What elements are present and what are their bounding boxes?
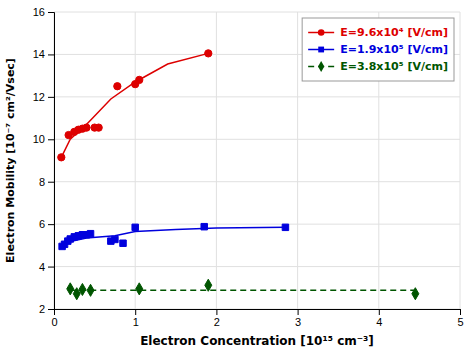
legend: E=9.6x10⁴ [V/cm] E=1.9x10⁵ [V/cm] E=3.8x10… xyxy=(302,18,454,81)
tick-label: 12 xyxy=(33,91,45,103)
grid-line-x xyxy=(135,12,136,309)
tick: 14 xyxy=(33,48,54,60)
tick-label: 0 xyxy=(51,316,57,328)
point xyxy=(58,154,65,161)
grid-line-y xyxy=(54,224,460,225)
tick-label: 2 xyxy=(214,316,220,328)
point xyxy=(201,223,207,229)
tick: 4 xyxy=(376,309,382,328)
tick-mark xyxy=(216,309,217,315)
tick-mark xyxy=(135,309,136,315)
tick-mark xyxy=(48,224,54,225)
tick: 1 xyxy=(133,309,139,328)
tick-mark xyxy=(48,54,54,55)
x-axis-title: Electron Concentration [10¹⁵ cm⁻³] xyxy=(140,334,374,348)
tick-mark xyxy=(48,12,54,13)
tick-label: 4 xyxy=(376,316,382,328)
tick-mark xyxy=(48,182,54,183)
legend-label: E=1.9x10⁵ [V/cm] xyxy=(340,43,448,56)
point xyxy=(95,124,102,131)
point xyxy=(412,288,419,300)
data-layer xyxy=(58,50,419,300)
tick: 10 xyxy=(33,133,54,145)
point xyxy=(87,284,94,296)
tick-label: 3 xyxy=(295,316,301,328)
point xyxy=(87,230,93,236)
legend-box xyxy=(302,18,454,81)
series xyxy=(58,50,212,161)
legend-label: E=3.8x10⁵ [V/cm] xyxy=(340,60,448,73)
tick-label: 4 xyxy=(39,261,45,273)
grid-line-y xyxy=(54,12,460,13)
point xyxy=(136,283,143,295)
tick: 6 xyxy=(39,218,54,230)
tick-label: 1 xyxy=(133,316,139,328)
point xyxy=(83,124,90,131)
grid-line-x xyxy=(297,12,298,309)
x-axis: 0 1 2 3 4 5 xyxy=(51,309,463,328)
grid xyxy=(54,12,460,309)
tick: 4 xyxy=(39,261,54,273)
point xyxy=(112,236,118,242)
tick-mark xyxy=(298,309,299,315)
tick: 2 xyxy=(39,303,54,315)
legend-marker xyxy=(318,29,325,36)
legend-item: E=3.8x10⁵ [V/cm] xyxy=(308,60,448,73)
tick: 3 xyxy=(295,309,301,328)
fit-line xyxy=(70,290,415,292)
legend-label: E=9.6x10⁴ [V/cm] xyxy=(340,26,448,39)
legend-marker xyxy=(318,47,324,53)
legend-item: E=9.6x10⁴ [V/cm] xyxy=(308,26,448,39)
chart: 012345246810121416E=9.6x10⁴ [V/cm]E=1.9x… xyxy=(0,0,474,353)
tick: 2 xyxy=(214,309,220,328)
tick-mark xyxy=(460,309,461,315)
tick-mark xyxy=(48,267,54,268)
y-axis: 2 4 6 8 10 12 14 16 xyxy=(33,6,55,315)
tick-mark xyxy=(48,139,54,140)
point xyxy=(79,283,86,295)
grid-line-x xyxy=(216,12,217,309)
axis-line xyxy=(55,310,461,316)
grid-line-y xyxy=(54,266,460,267)
tick-label: 10 xyxy=(33,133,45,145)
point xyxy=(120,240,126,246)
point xyxy=(205,279,212,291)
axis-line xyxy=(48,13,55,310)
tick-mark xyxy=(48,309,54,310)
grid-line-x xyxy=(460,12,461,309)
tick: 0 xyxy=(51,309,57,328)
tick: 5 xyxy=(457,309,463,328)
fit-line xyxy=(62,227,285,243)
y-axis-title: Electron Mobility [10⁻⁷ cm²/Vsec] xyxy=(4,58,17,263)
tick-mark xyxy=(48,97,54,98)
tick-label: 6 xyxy=(39,218,45,230)
grid-line-y xyxy=(54,139,460,140)
tick-mark xyxy=(379,309,380,315)
point xyxy=(205,50,212,57)
plot-area: 012345246810121416E=9.6x10⁴ [V/cm]E=1.9x… xyxy=(33,6,464,328)
legend-marker xyxy=(318,61,324,72)
tick-label: 8 xyxy=(39,176,45,188)
fit-line xyxy=(61,53,208,157)
grid-line-y xyxy=(54,181,460,182)
point xyxy=(114,83,121,90)
tick-label: 14 xyxy=(33,48,45,60)
tick: 12 xyxy=(33,91,54,103)
tick: 8 xyxy=(39,176,54,188)
point xyxy=(136,76,143,83)
tick-label: 16 xyxy=(33,6,45,18)
point xyxy=(282,224,288,230)
series xyxy=(59,223,289,249)
tick-label: 5 xyxy=(457,316,463,328)
legend-item: E=1.9x10⁵ [V/cm] xyxy=(308,43,448,56)
tick-label: 2 xyxy=(39,303,45,315)
point xyxy=(132,224,138,230)
series xyxy=(67,279,419,300)
tick: 16 xyxy=(33,6,54,18)
point xyxy=(67,283,74,295)
